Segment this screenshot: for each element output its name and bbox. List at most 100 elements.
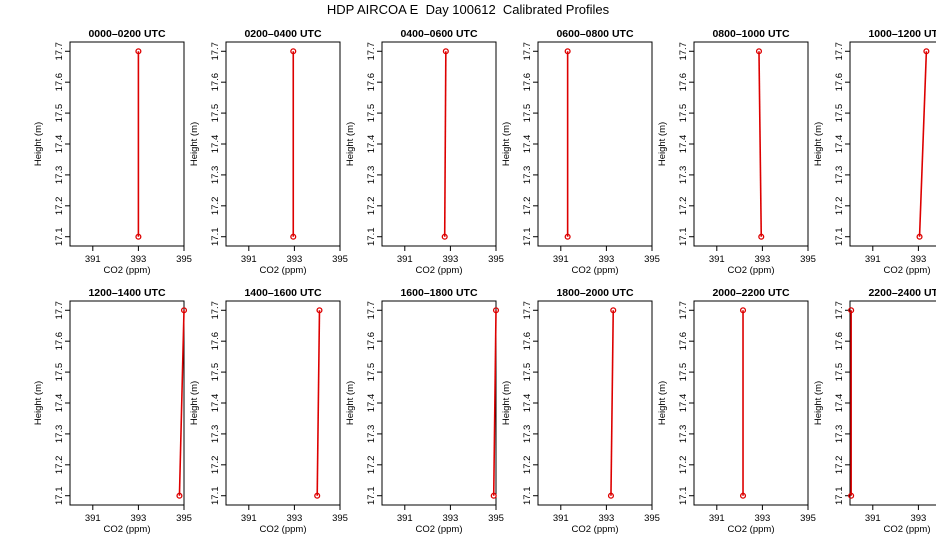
y-tick-label: 17.1: [834, 486, 845, 505]
y-tick-label: 17.5: [210, 363, 221, 382]
panel-title: 2200–2400 UTC: [868, 287, 936, 299]
y-tick-label: 17.6: [678, 73, 689, 92]
y-tick-label: 17.5: [522, 104, 533, 123]
plot-frame: [537, 41, 653, 247]
y-tick-label: 17.1: [366, 486, 377, 505]
y-tick-label: 17.6: [678, 332, 689, 351]
y-tick-label: 17.7: [54, 301, 65, 320]
y-tick-label: 17.4: [54, 135, 65, 154]
x-tick-label: 393: [598, 513, 614, 524]
y-tick-label: 17.4: [54, 394, 65, 413]
x-axis-label: CO2 (ppm): [572, 524, 619, 535]
x-axis-label: CO2 (ppm): [884, 265, 931, 276]
x-tick-label: 391: [709, 513, 725, 524]
x-tick-label: 395: [800, 254, 816, 265]
x-axis-label: CO2 (ppm): [572, 265, 619, 276]
data-point: [848, 307, 855, 314]
y-tick-label: 17.2: [522, 197, 533, 216]
plot-frame: [537, 300, 653, 506]
data-point: [739, 492, 747, 499]
y-tick-label: 17.2: [210, 197, 221, 216]
x-tick-label: 393: [442, 513, 458, 524]
y-axis-label: Height (m): [189, 122, 200, 166]
data-point: [314, 492, 321, 499]
y-tick-label: 17.2: [54, 456, 65, 475]
x-axis-label: CO2 (ppm): [416, 265, 463, 276]
y-axis-label: Height (m): [657, 122, 668, 166]
y-tick-label: 17.6: [522, 73, 533, 92]
y-tick-label: 17.7: [522, 301, 533, 320]
y-tick-label: 17.1: [678, 227, 689, 246]
x-tick-label: 393: [130, 254, 146, 265]
x-tick-label: 395: [332, 513, 348, 524]
y-axis-label: Height (m): [189, 381, 200, 425]
data-point: [135, 48, 142, 55]
profile-line: [316, 310, 321, 496]
profile-line: [610, 310, 615, 496]
data-point: [739, 307, 747, 314]
panel-title: 0000–0200 UTC: [88, 28, 165, 40]
y-tick-label: 17.2: [678, 197, 689, 216]
x-tick-label: 391: [553, 513, 569, 524]
y-tick-label: 17.4: [366, 394, 377, 413]
y-tick-label: 17.1: [678, 486, 689, 505]
y-tick-label: 17.7: [366, 42, 377, 61]
x-tick-label: 393: [754, 513, 770, 524]
y-tick-label: 17.5: [366, 104, 377, 123]
x-tick-label: 391: [397, 513, 413, 524]
y-tick-label: 17.2: [54, 197, 65, 216]
y-tick-label: 17.3: [54, 166, 65, 185]
x-tick-label: 393: [910, 254, 926, 265]
y-tick-label: 17.3: [678, 425, 689, 444]
y-tick-label: 17.5: [366, 363, 377, 382]
data-point: [490, 492, 497, 499]
x-tick-label: 393: [754, 254, 770, 265]
y-tick-label: 17.5: [834, 104, 845, 123]
data-point: [316, 307, 323, 314]
y-tick-label: 17.3: [366, 166, 377, 185]
y-tick-label: 17.7: [834, 42, 845, 61]
x-tick-label: 391: [241, 254, 257, 265]
x-tick-label: 395: [176, 513, 192, 524]
x-axis-label: CO2 (ppm): [416, 524, 463, 535]
y-tick-label: 17.3: [834, 166, 845, 185]
plot-frame: [381, 41, 497, 247]
y-tick-label: 17.2: [366, 197, 377, 216]
x-axis-label: CO2 (ppm): [104, 265, 151, 276]
y-tick-label: 17.5: [522, 363, 533, 382]
data-point: [290, 48, 297, 55]
y-axis-label: Height (m): [345, 381, 356, 425]
panel-title: 2000–2200 UTC: [712, 287, 789, 299]
panel-title: 0600–0800 UTC: [556, 28, 633, 40]
x-tick-label: 391: [865, 513, 881, 524]
y-tick-label: 17.6: [366, 73, 377, 92]
plot-frame: [225, 41, 341, 247]
y-tick-label: 17.3: [834, 425, 845, 444]
plot-frame: [225, 300, 341, 506]
y-tick-label: 17.4: [366, 135, 377, 154]
y-tick-label: 17.5: [678, 363, 689, 382]
x-tick-label: 395: [644, 513, 660, 524]
y-tick-label: 17.7: [210, 301, 221, 320]
y-tick-label: 17.1: [210, 486, 221, 505]
y-tick-label: 17.4: [522, 394, 533, 413]
data-point: [607, 492, 615, 499]
y-tick-label: 17.3: [210, 166, 221, 185]
data-point: [492, 307, 500, 314]
x-axis-label: CO2 (ppm): [728, 265, 775, 276]
profile-line: [918, 51, 928, 237]
panel-title: 0200–0400 UTC: [244, 28, 321, 40]
y-tick-label: 17.7: [678, 301, 689, 320]
y-tick-label: 17.6: [834, 332, 845, 351]
data-point: [755, 48, 763, 55]
y-tick-label: 17.2: [522, 456, 533, 475]
data-point: [441, 233, 448, 240]
data-point: [564, 233, 571, 240]
y-tick-label: 17.3: [522, 166, 533, 185]
x-tick-label: 391: [553, 254, 569, 265]
x-tick-label: 393: [286, 254, 302, 265]
y-tick-label: 17.4: [834, 135, 845, 154]
x-tick-label: 395: [800, 513, 816, 524]
y-tick-label: 17.4: [210, 135, 221, 154]
